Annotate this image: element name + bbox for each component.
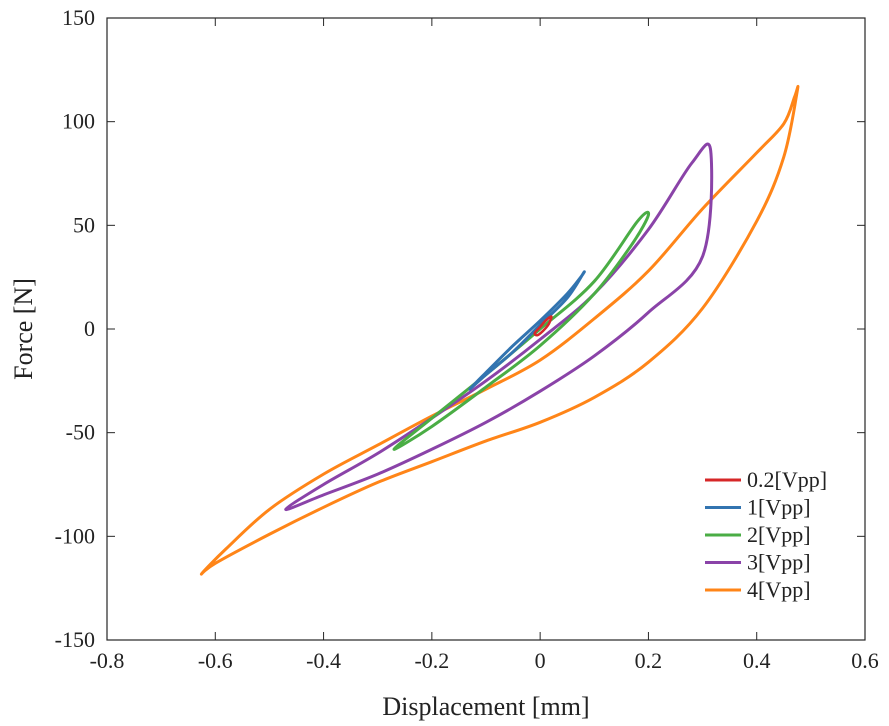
y-tick-label: -150 (55, 627, 95, 652)
series-line-2 (468, 270, 586, 391)
x-tick-label: 0.6 (851, 648, 879, 673)
x-tick-label: -0.4 (306, 648, 341, 673)
axis-ticks (106, 17, 866, 641)
y-tick-label: 100 (62, 109, 95, 134)
y-tick-label: -100 (55, 523, 95, 548)
x-tick-label: 0 (535, 648, 546, 673)
legend-label-3: 2[Vpp] (747, 522, 811, 547)
x-axis-label: Displacement [mm] (382, 692, 589, 721)
y-tick-label: 50 (73, 212, 95, 237)
x-tick-label: 0.4 (743, 648, 771, 673)
y-tick-label: 0 (84, 316, 95, 341)
legend-label-4: 3[Vpp] (747, 550, 811, 575)
legend-label-5: 4[Vpp] (747, 577, 811, 602)
legend: 0.2[Vpp] 1[Vpp]2[Vpp] 3[Vpp]4[Vpp] (705, 467, 827, 602)
axis-tick-labels: -0.8 -0.6 -0.4 -0.2 0 0.2 0.4 0.6 -150 -100 -50 0 50… (55, 5, 879, 673)
y-tick-label: -50 (66, 420, 95, 445)
x-tick-label: 0.2 (635, 648, 663, 673)
x-tick-label: -0.8 (90, 648, 125, 673)
series-line-5 (199, 85, 800, 576)
x-tick-label: -0.2 (414, 648, 449, 673)
y-axis-label: Force [N] (9, 278, 38, 380)
legend-label-1: 0.2[Vpp] (747, 467, 827, 492)
y-tick-label: 150 (62, 5, 95, 30)
data-series-group (199, 85, 800, 576)
legend-label-2: 1[Vpp] (747, 495, 811, 520)
x-tick-label: -0.6 (198, 648, 233, 673)
series-line-1 (533, 315, 553, 337)
